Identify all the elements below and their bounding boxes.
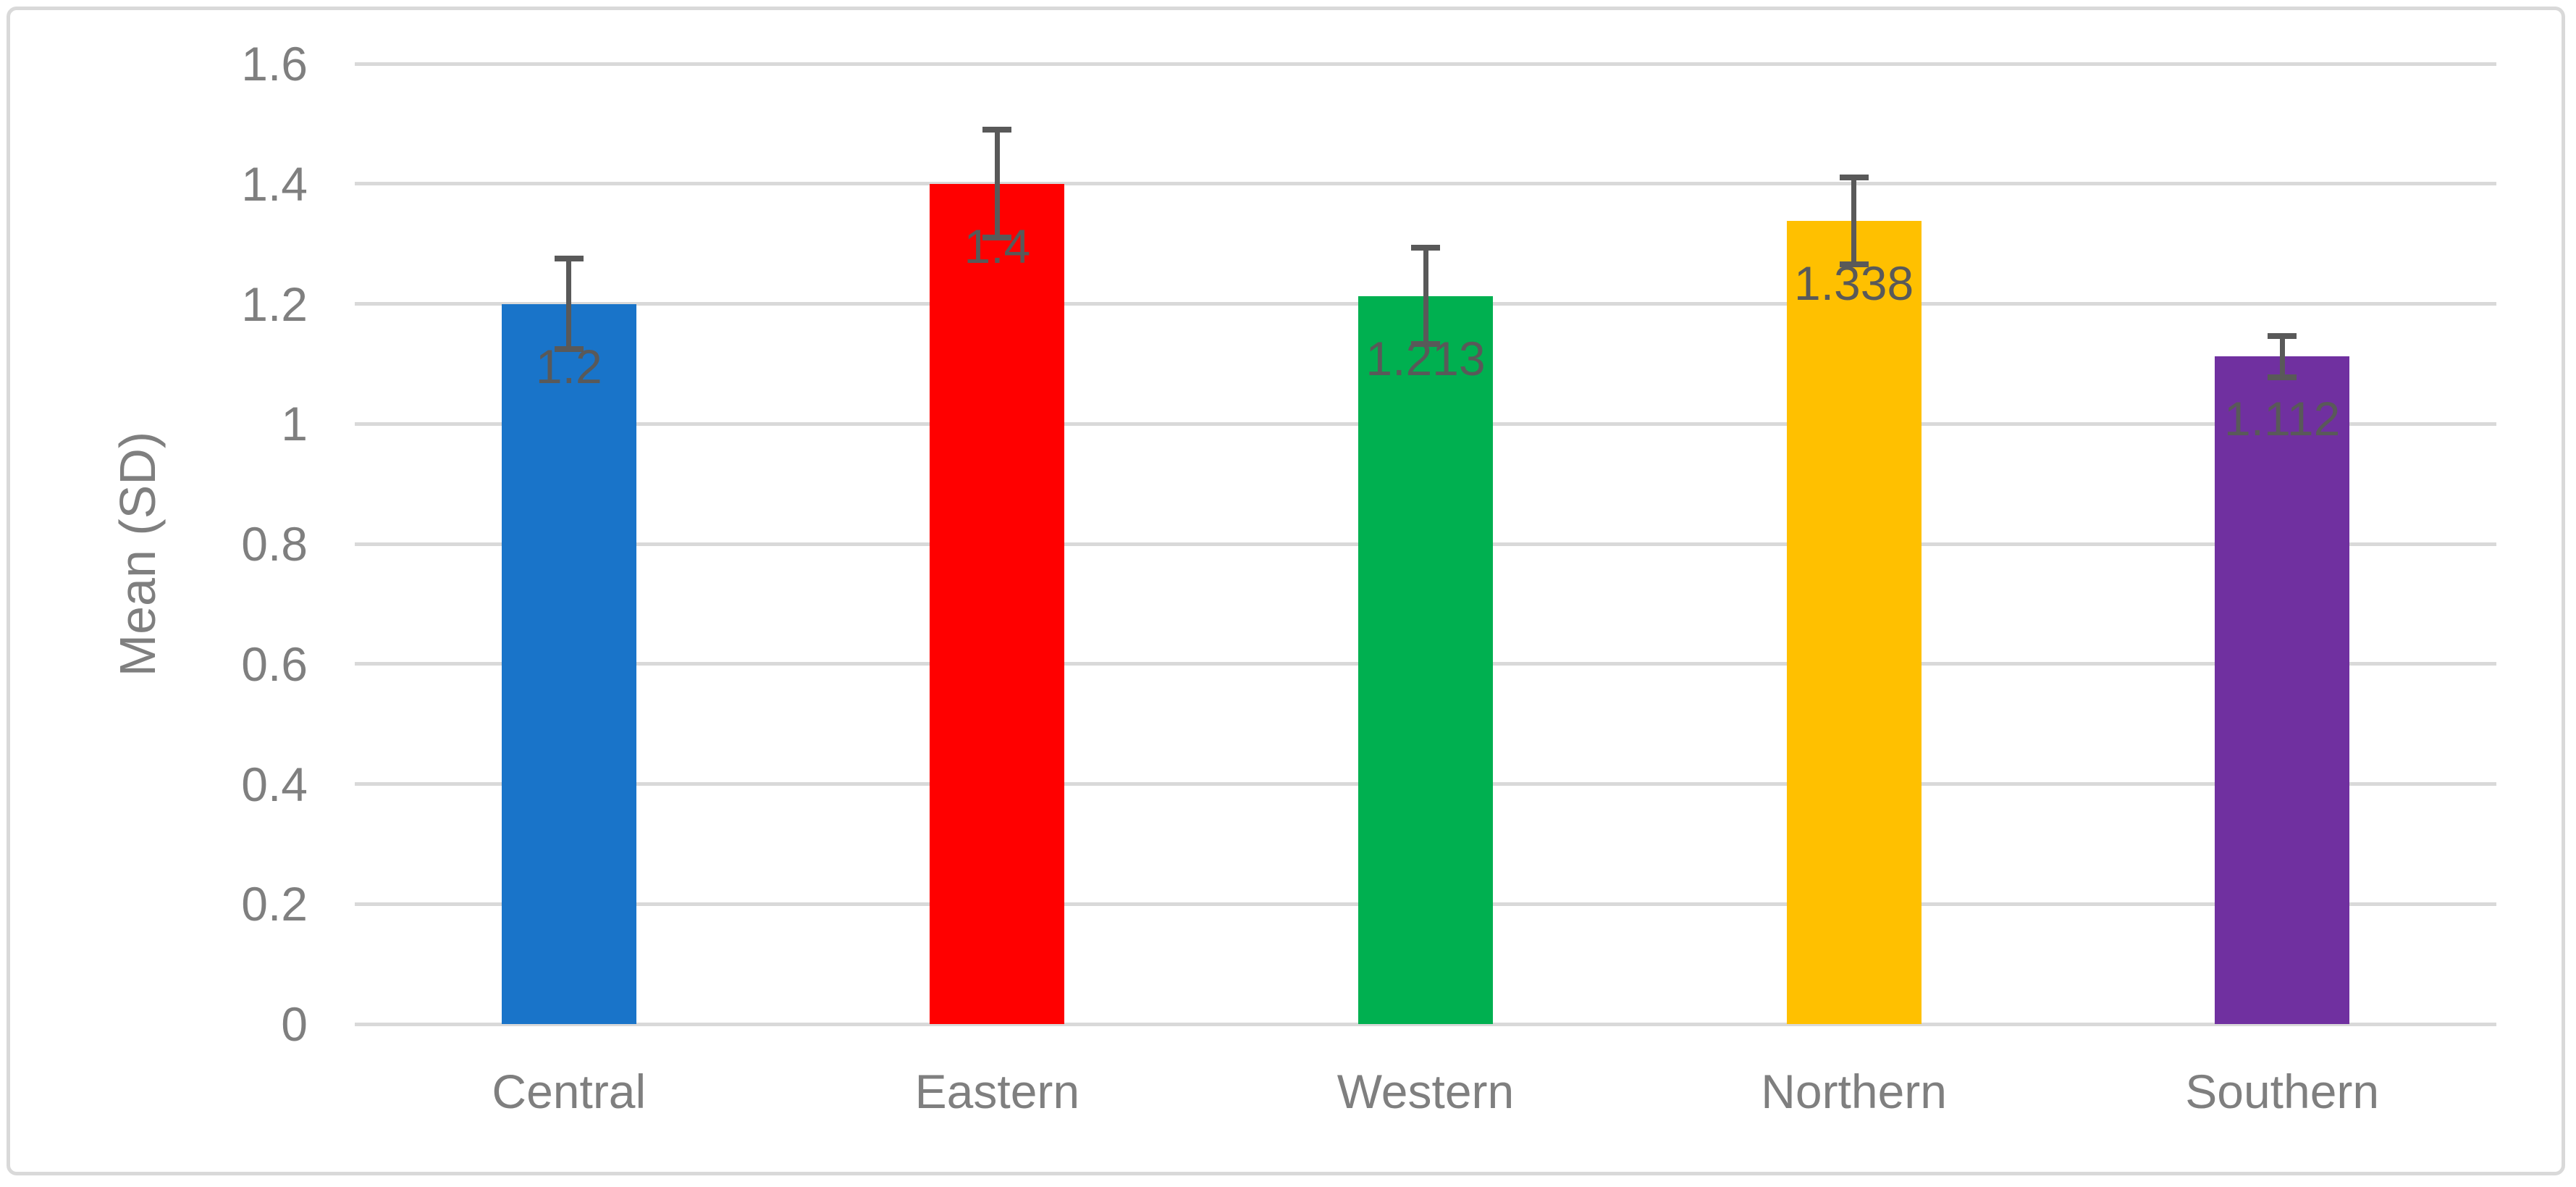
bar-central[interactable]	[501, 303, 636, 1024]
error-bar-bottom-cap-northern	[1839, 261, 1869, 267]
data-labels-layer: 1.2 1.4 1.213 1.338 1.112	[355, 64, 2496, 1024]
x-category-label-eastern: Eastern	[914, 1065, 1080, 1118]
y-tick-label-1-6: 1.6	[241, 37, 308, 91]
error-bar-line-eastern	[994, 130, 1000, 238]
y-tick-label-0: 0	[281, 997, 308, 1051]
x-category-label-northern: Northern	[1761, 1065, 1947, 1118]
error-bar-top-cap-central	[554, 256, 584, 262]
bar-northern[interactable]	[1786, 221, 1922, 1024]
error-bar-top-cap-eastern	[982, 127, 1012, 133]
error-bar-bottom-cap-central	[554, 345, 584, 352]
bar-eastern[interactable]	[930, 183, 1065, 1024]
error-bar-top-cap-northern	[1839, 175, 1869, 181]
error-bars-layer	[355, 64, 2496, 1024]
error-bar-line-western	[1423, 248, 1428, 345]
x-category-label-western: Western	[1337, 1065, 1515, 1118]
data-label-western: 1.213	[1365, 331, 1486, 385]
error-bar-top-cap-western	[1411, 245, 1440, 251]
x-category-label-southern: Southern	[2185, 1065, 2380, 1118]
data-label-central: 1.2	[535, 339, 602, 393]
plot-area: 1.2 1.4 1.213 1.338 1.112	[355, 62, 2496, 1026]
x-category-label-central: Central	[492, 1065, 647, 1118]
bar-western[interactable]	[1358, 295, 1493, 1024]
bar-southern[interactable]	[2215, 356, 2350, 1024]
data-label-northern: 1.338	[1794, 256, 1914, 311]
y-tick-label-0-8: 0.8	[241, 517, 308, 571]
gridline	[355, 62, 2496, 66]
y-tick-label-0-4: 0.4	[241, 757, 308, 811]
y-tick-label-0-2: 0.2	[241, 877, 308, 931]
bars-layer	[355, 64, 2496, 1024]
y-tick-label-1-4: 1.4	[241, 156, 308, 211]
y-tick-label-0-6: 0.6	[241, 637, 308, 691]
data-label-eastern: 1.4	[964, 219, 1031, 273]
data-label-southern: 1.112	[2224, 392, 2341, 446]
chart-border	[7, 7, 2565, 1175]
x-axis-line	[355, 1022, 2496, 1026]
y-tick-label-1: 1	[281, 397, 308, 451]
y-tick-label-1-2: 1.2	[241, 277, 308, 331]
gridline	[355, 182, 2496, 186]
error-bar-bottom-cap-western	[1411, 341, 1440, 348]
error-bar-bottom-cap-southern	[2268, 374, 2297, 380]
error-bar-line-central	[566, 259, 572, 349]
error-bar-top-cap-southern	[2268, 333, 2297, 340]
error-bar-line-northern	[1851, 177, 1857, 264]
error-bar-bottom-cap-eastern	[982, 235, 1012, 241]
error-bar-line-southern	[2279, 336, 2285, 377]
